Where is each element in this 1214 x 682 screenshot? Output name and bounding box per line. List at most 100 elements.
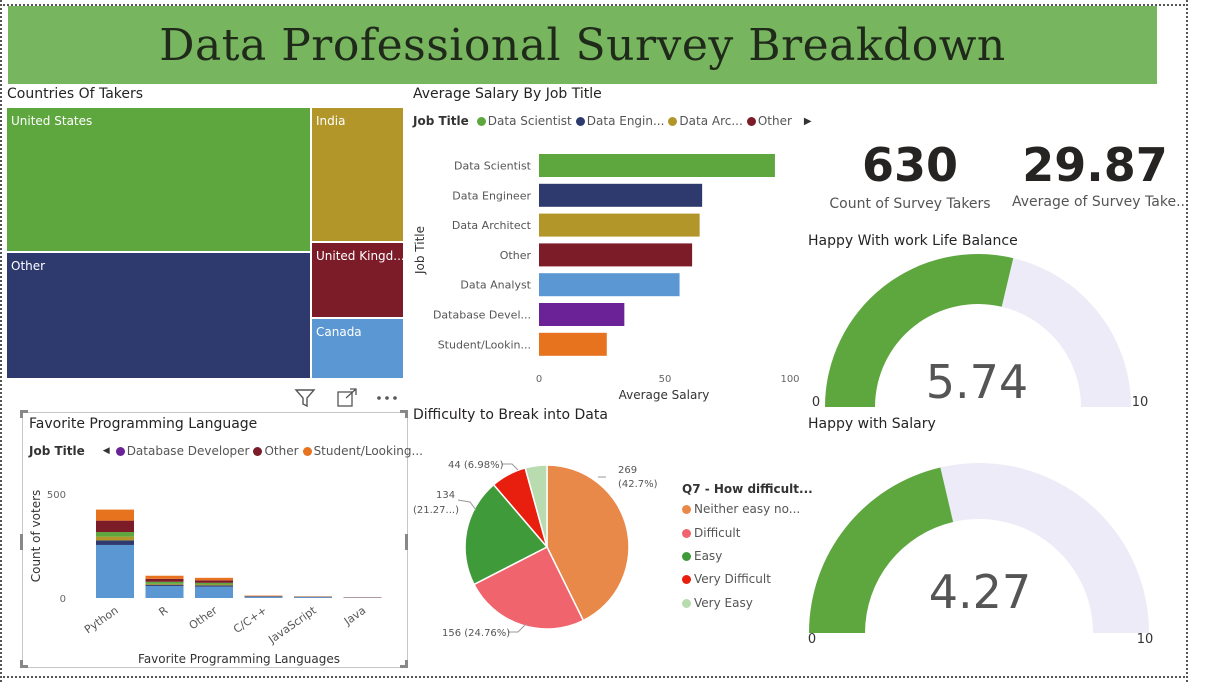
salary-category-label: Student/Lookin...: [438, 338, 531, 351]
resize-handle[interactable]: [400, 665, 408, 668]
gauge-max: 10: [1137, 632, 1154, 647]
legend-item[interactable]: Data Engin...: [586, 114, 665, 128]
legend-next-icon[interactable]: ▶: [803, 115, 812, 127]
salary-bar[interactable]: [539, 183, 703, 207]
salary-bar[interactable]: [539, 154, 775, 177]
salary-category-label: Data Engineer: [452, 189, 531, 202]
slice-label-neither: 269: [618, 465, 637, 476]
legend-item[interactable]: Other: [264, 444, 299, 458]
dashboard-title: Data Professional Survey Breakdown: [159, 19, 1006, 71]
salary-bar[interactable]: [539, 243, 693, 267]
filter-icon[interactable]: [294, 387, 316, 409]
language-bar-segment[interactable]: [195, 585, 233, 587]
more-options-icon[interactable]: [376, 394, 400, 402]
resize-handle[interactable]: [405, 534, 408, 550]
resize-handle[interactable]: [405, 410, 408, 418]
pie-slice[interactable]: [464, 483, 549, 586]
language-x-axis-title: Favorite Programming Languages: [138, 652, 340, 666]
language-bar-segment[interactable]: [145, 585, 184, 598]
language-bar-segment[interactable]: [96, 536, 134, 541]
language-bar-segment[interactable]: [96, 509, 134, 521]
language-bar-segment[interactable]: [195, 586, 233, 598]
gauge-value: 5.74: [926, 355, 1028, 409]
salary-x-tick: 50: [659, 374, 672, 385]
resize-handle[interactable]: [20, 665, 28, 668]
salary-bar-chart[interactable]: Job Title Average Salary 0 50 100 Data S…: [408, 140, 803, 408]
gauge-wlb-title: Happy With work Life Balance: [808, 233, 1018, 249]
salary-bar[interactable]: [539, 303, 625, 326]
salary-chart-title: Average Salary By Job Title: [413, 86, 602, 102]
resize-handle[interactable]: [20, 410, 23, 418]
pie-legend-item[interactable]: Neither easy no...: [682, 502, 800, 516]
legend-swatch: [302, 446, 312, 456]
language-bar-segment[interactable]: [195, 582, 233, 585]
pie-slice[interactable]: [546, 464, 630, 622]
treemap-tile-canada[interactable]: Canada: [312, 319, 403, 378]
resize-handle[interactable]: [405, 660, 408, 668]
pie-legend-item[interactable]: Very Easy: [682, 596, 753, 610]
pie-legend-item[interactable]: Easy: [682, 549, 722, 563]
language-bar-segment[interactable]: [145, 575, 184, 579]
language-bar-segment[interactable]: [145, 578, 184, 582]
resize-handle[interactable]: [20, 534, 23, 550]
resize-handle[interactable]: [20, 410, 28, 413]
slice-label-easy-pct: (21.27...): [413, 505, 459, 516]
legend-item[interactable]: Database Developer: [126, 444, 250, 458]
legend-item[interactable]: Data Arc...: [679, 114, 743, 128]
language-bar-segment[interactable]: [96, 544, 134, 598]
salary-x-axis-title: Average Salary: [619, 388, 710, 402]
salary-bar[interactable]: [539, 332, 607, 356]
treemap-tile-other[interactable]: Other: [7, 253, 310, 378]
language-y-tick: 500: [47, 490, 66, 501]
language-bar-segment[interactable]: [145, 584, 184, 586]
legend-prev-icon[interactable]: ◀: [102, 446, 110, 456]
resize-handle[interactable]: [400, 410, 408, 413]
pie-legend-item[interactable]: Very Difficult: [682, 572, 771, 586]
language-bar-segment[interactable]: [145, 583, 184, 585]
language-bar-segment[interactable]: [195, 577, 233, 581]
gauge-happy-salary[interactable]: 4.27 0 10: [800, 440, 1180, 650]
language-bar-segment[interactable]: [244, 596, 283, 598]
salary-bar[interactable]: [539, 273, 680, 297]
language-category-label: C/C++: [231, 604, 269, 636]
legend-item[interactable]: Other: [757, 114, 792, 128]
language-bar-segment[interactable]: [145, 581, 184, 584]
legend-swatch: [682, 551, 691, 561]
salary-x-tick: 0: [536, 374, 542, 385]
legend-item[interactable]: Data Scientist: [487, 114, 572, 128]
salary-category-label: Database Devel...: [433, 309, 531, 322]
language-bar-segment[interactable]: [195, 580, 233, 583]
gauge-work-life-balance[interactable]: 5.74 0 10: [806, 252, 1176, 412]
language-bar-segment[interactable]: [96, 520, 134, 533]
language-bar-segment[interactable]: [195, 584, 233, 586]
legend-title: Job Title: [29, 444, 85, 458]
language-bar-segment[interactable]: [96, 532, 134, 537]
difficulty-pie-chart[interactable]: 269 (42.7%) 44 (6.98%) 134 (21.27...) 15…: [408, 440, 680, 650]
pie-legend-item[interactable]: Difficult: [682, 526, 740, 540]
gauge-min: 0: [808, 632, 816, 647]
focus-mode-icon[interactable]: [336, 388, 358, 408]
legend-label: Neither easy no...: [694, 502, 801, 516]
language-chart-legend: Job Title ◀ Database Developer Other Stu…: [29, 444, 423, 458]
legend-item[interactable]: Student/Looking...: [313, 444, 423, 458]
treemap-tile-india[interactable]: India: [312, 108, 403, 241]
legend-swatch: [682, 574, 691, 584]
language-stacked-bar-chart[interactable]: Count of voters Favorite Programming Lan…: [24, 470, 404, 666]
legend-swatch: [682, 504, 691, 514]
language-bar-segment[interactable]: [294, 597, 332, 598]
language-bar-segment[interactable]: [96, 540, 134, 545]
leader-line: [457, 499, 477, 511]
pie-slice[interactable]: [473, 545, 585, 630]
treemap-chart[interactable]: United States Other India United Kingd..…: [7, 108, 405, 378]
treemap-tile-united-states[interactable]: United States: [7, 108, 310, 251]
salary-bar[interactable]: [539, 213, 700, 237]
treemap-tile-united-kingdom[interactable]: United Kingd...: [312, 243, 405, 317]
salary-chart-legend: Job Title Data Scientist Data Engin... D…: [413, 114, 812, 128]
treemap-label: United States: [11, 114, 93, 128]
pie-slice[interactable]: [524, 464, 548, 548]
slice-label-easy: 134: [436, 490, 455, 501]
legend-label: Difficult: [694, 526, 741, 540]
resize-handle[interactable]: [20, 660, 23, 668]
salary-category-label: Other: [500, 249, 532, 262]
pie-chart-title: Difficulty to Break into Data: [413, 407, 608, 423]
